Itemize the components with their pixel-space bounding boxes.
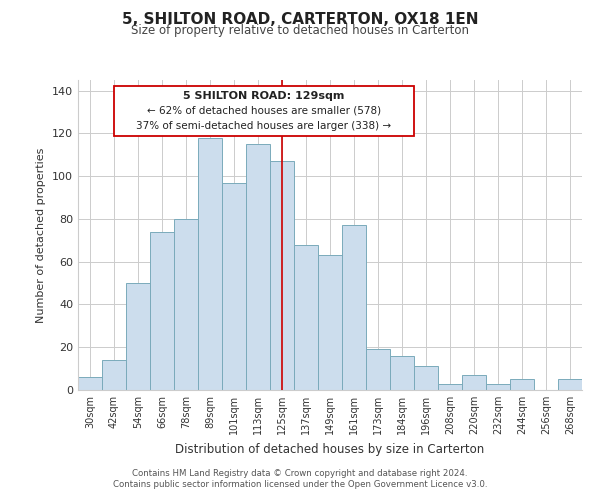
Bar	[102, 360, 126, 390]
Bar	[150, 232, 174, 390]
Bar	[126, 283, 150, 390]
Bar	[414, 366, 438, 390]
Text: ← 62% of detached houses are smaller (578): ← 62% of detached houses are smaller (57…	[147, 106, 381, 116]
X-axis label: Distribution of detached houses by size in Carterton: Distribution of detached houses by size …	[175, 442, 485, 456]
Bar	[246, 144, 270, 390]
Text: 5, SHILTON ROAD, CARTERTON, OX18 1EN: 5, SHILTON ROAD, CARTERTON, OX18 1EN	[122, 12, 478, 28]
Bar	[438, 384, 462, 390]
Bar	[318, 256, 342, 390]
Bar	[342, 226, 366, 390]
Text: Contains HM Land Registry data © Crown copyright and database right 2024.: Contains HM Land Registry data © Crown c…	[132, 468, 468, 477]
Y-axis label: Number of detached properties: Number of detached properties	[37, 148, 46, 322]
Bar	[294, 244, 318, 390]
Bar	[174, 219, 198, 390]
Text: 5 SHILTON ROAD: 129sqm: 5 SHILTON ROAD: 129sqm	[184, 90, 344, 101]
FancyBboxPatch shape	[114, 86, 414, 136]
Bar	[198, 138, 222, 390]
Bar	[486, 384, 510, 390]
Bar	[462, 375, 486, 390]
Bar	[78, 377, 102, 390]
Text: Size of property relative to detached houses in Carterton: Size of property relative to detached ho…	[131, 24, 469, 37]
Text: 37% of semi-detached houses are larger (338) →: 37% of semi-detached houses are larger (…	[136, 120, 392, 130]
Text: Contains public sector information licensed under the Open Government Licence v3: Contains public sector information licen…	[113, 480, 487, 489]
Bar	[390, 356, 414, 390]
Bar	[510, 380, 534, 390]
Bar	[366, 350, 390, 390]
Bar	[558, 380, 582, 390]
Bar	[270, 161, 294, 390]
Bar	[222, 182, 246, 390]
